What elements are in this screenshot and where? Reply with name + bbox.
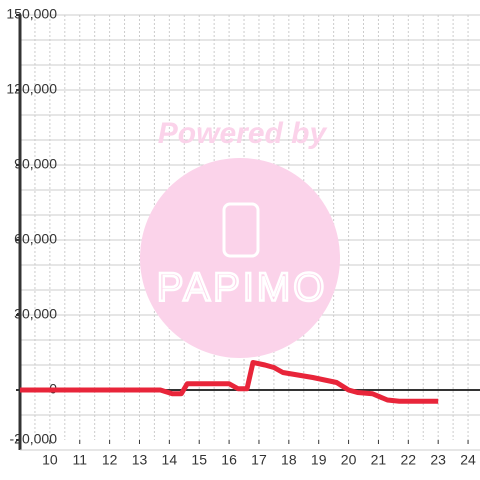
watermark-icon — [222, 202, 260, 258]
y-tick-label: 60,000 — [14, 231, 57, 247]
x-tick-label: 15 — [191, 452, 207, 468]
y-tick-label: 150,000 — [6, 6, 57, 22]
x-tick-label: 13 — [132, 452, 148, 468]
x-tick-label: 17 — [251, 452, 267, 468]
y-tick-label: 120,000 — [6, 81, 57, 97]
x-tick-label: 11 — [72, 452, 87, 468]
watermark-circle — [140, 158, 340, 358]
x-tick-label: 20 — [341, 452, 357, 468]
x-tick-label: 16 — [221, 452, 237, 468]
x-tick-label: 10 — [42, 452, 58, 468]
x-tick-label: 22 — [401, 452, 417, 468]
data-line — [20, 360, 439, 404]
watermark-top: Powered by — [158, 117, 328, 150]
x-tick-label: 12 — [102, 452, 118, 468]
x-tick-label: 18 — [281, 452, 297, 468]
x-tick-label: 14 — [162, 452, 178, 468]
x-tick-label: 19 — [311, 452, 327, 468]
watermark-bottom: PAPIMO — [157, 266, 328, 310]
x-tick-label: 23 — [430, 452, 446, 468]
x-tick-label: 24 — [460, 452, 476, 468]
y-tick-label: 90,000 — [14, 156, 57, 172]
x-tick-label: 21 — [371, 452, 387, 468]
y-tick-label: 30,000 — [14, 306, 57, 322]
watermark: Powered by PAPIMO — [140, 117, 340, 358]
y-tick-label: -20,000 — [10, 431, 58, 447]
